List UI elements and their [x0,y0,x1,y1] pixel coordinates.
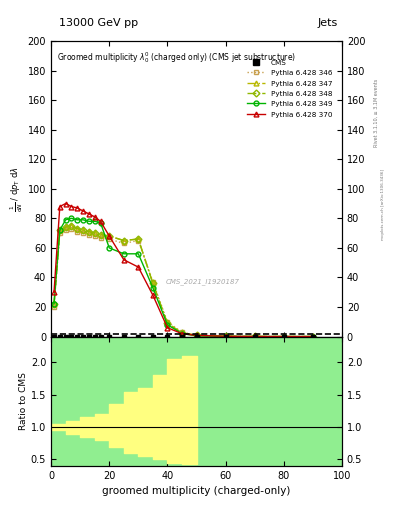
Text: CMS_2021_I1920187: CMS_2021_I1920187 [165,279,239,285]
Text: 13000 GeV pp: 13000 GeV pp [59,18,138,28]
Text: Groomed multiplicity $\lambda_0^0$ (charged only) (CMS jet substructure): Groomed multiplicity $\lambda_0^0$ (char… [57,50,296,65]
X-axis label: groomed multiplicity (charged-only): groomed multiplicity (charged-only) [102,486,291,496]
Y-axis label: $\frac{1}{\mathrm{d}N}$ / $\mathrm{d}p_\mathrm{T}$ $\mathrm{d}\lambda$: $\frac{1}{\mathrm{d}N}$ / $\mathrm{d}p_\… [9,166,25,211]
Bar [51,336,342,466]
Y-axis label: Ratio to CMS: Ratio to CMS [19,372,28,430]
Text: Jets: Jets [318,18,338,28]
Text: Rivet 3.1.10, ≥ 3.1M events: Rivet 3.1.10, ≥ 3.1M events [374,78,379,147]
Legend: CMS, Pythia 6.428 346, Pythia 6.428 347, Pythia 6.428 348, Pythia 6.428 349, Pyt: CMS, Pythia 6.428 346, Pythia 6.428 347,… [244,56,335,120]
Text: mcplots.cern.ch [arXiv:1306.3436]: mcplots.cern.ch [arXiv:1306.3436] [381,169,385,240]
